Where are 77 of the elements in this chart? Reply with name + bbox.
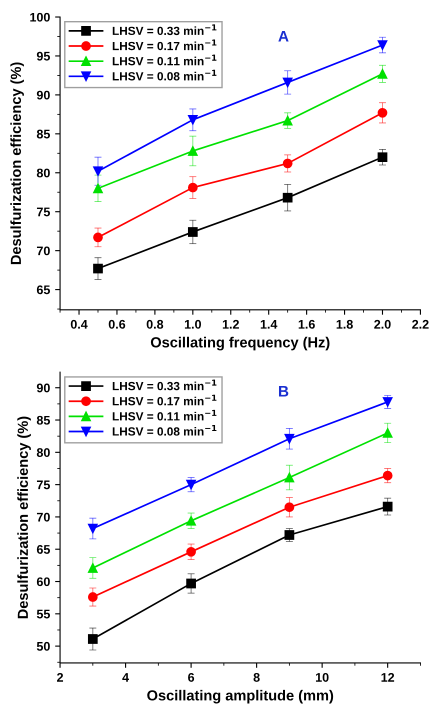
point [93, 232, 103, 242]
x-tick-label: 0.4 [70, 320, 88, 329]
x-tick-label: 0.6 [108, 320, 126, 329]
point [382, 502, 393, 512]
y-tick-label: 95 [36, 52, 50, 61]
point [186, 546, 196, 557]
y-tick-label: 85 [36, 130, 50, 138]
point [93, 166, 103, 176]
x-tick-label: 4 [122, 673, 129, 682]
x-tick-label: 2.2 [412, 320, 429, 329]
y-tick-label: 80 [36, 448, 50, 457]
annotation: A [278, 30, 289, 42]
point [186, 516, 196, 526]
point [378, 108, 388, 118]
point [186, 578, 196, 588]
y-tick-label: 85 [36, 416, 50, 425]
legend-label: LHSV = 0.33 min$^{−1}$ [112, 380, 216, 390]
point [93, 264, 103, 274]
legend-label: LHSV = 0.08 min$^{−1}$ [112, 70, 216, 80]
x-axis-title: Oscillating frequency (Hz) [150, 336, 330, 350]
y-tick-label: 80 [36, 168, 50, 178]
y-tick-label: 60 [36, 577, 50, 586]
point [188, 146, 198, 156]
point [188, 227, 198, 237]
y-tick-label: 50 [36, 642, 50, 651]
y-tick-label: 65 [36, 285, 50, 294]
y-tick-label: 55 [36, 610, 50, 618]
y-tick-label: 75 [36, 480, 50, 490]
x-tick-label: 1.4 [260, 320, 278, 329]
x-tick-label: 1.8 [336, 320, 353, 329]
x-tick-label: 0.8 [146, 320, 164, 329]
point [282, 192, 293, 203]
point [88, 524, 98, 534]
legend-label: LHSV = 0.08 min$^{−1}$ [112, 425, 216, 436]
y-axis-title: Desulfurization efficiency (%) [17, 416, 31, 618]
y-tick-label: 100 [30, 12, 50, 22]
y-tick-label: 70 [36, 512, 50, 522]
x-tick-label: 1.0 [184, 320, 201, 329]
y-tick-label: 70 [36, 246, 50, 256]
point [88, 563, 98, 573]
y-tick-label: 90 [36, 90, 50, 100]
point [382, 428, 393, 438]
annotation: B [278, 386, 288, 397]
legend-label: LHSV = 0.17 min$^{−1}$ [112, 394, 216, 406]
point [378, 152, 388, 162]
x-tick-label: 1.2 [222, 320, 239, 329]
y-tick-label: 90 [36, 384, 50, 392]
x-tick-label: 10 [316, 672, 329, 682]
point [186, 480, 196, 490]
x-tick-label: 2 [57, 672, 64, 682]
point [378, 40, 388, 50]
legend-label: LHSV = 0.33 min$^{−1}$ [112, 24, 216, 36]
point [188, 114, 198, 125]
x-tick-label: 6 [188, 672, 194, 682]
x-tick-label: 1.6 [298, 320, 315, 329]
point [188, 182, 198, 192]
x-tick-label: 12 [381, 672, 394, 682]
x-tick-label: 8 [254, 672, 260, 682]
x-tick-label: 2.0 [374, 320, 391, 329]
point [284, 434, 294, 444]
point [93, 183, 103, 194]
point [282, 116, 293, 126]
point [382, 470, 393, 480]
x-axis-title: Oscillating amplitude (mm) [147, 690, 334, 704]
y-axis-title: Desulfurization efficiency (%) [10, 62, 24, 264]
point [88, 634, 98, 644]
legend-label: LHSV = 0.11 min$^{−1}$ [112, 54, 216, 66]
point [284, 472, 294, 482]
legend-label: LHSV = 0.17 min$^{−1}$ [112, 40, 216, 50]
point [282, 78, 293, 88]
point [378, 69, 388, 79]
point [282, 158, 293, 168]
legend-label: LHSV = 0.11 min$^{−1}$ [112, 410, 216, 421]
point [88, 592, 98, 602]
point [284, 502, 294, 512]
y-tick-label: 75 [36, 208, 50, 216]
y-tick-label: 65 [36, 545, 50, 554]
